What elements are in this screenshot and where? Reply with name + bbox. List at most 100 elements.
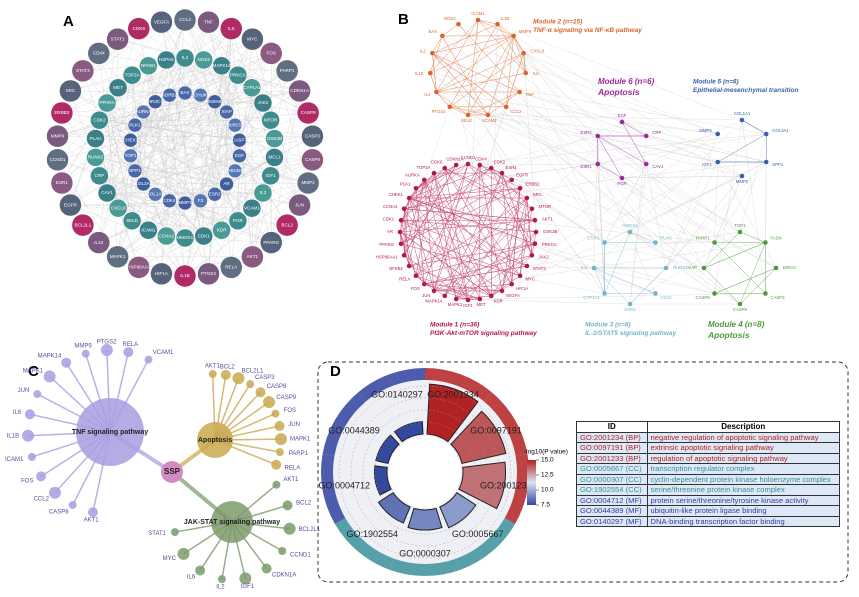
table-row: GO:0044389 (MF) ubiquitin-like protein li… <box>576 505 841 517</box>
edge <box>399 167 492 233</box>
node-label: XIAP <box>687 265 697 270</box>
edge <box>491 167 533 209</box>
edge <box>98 53 119 209</box>
node-label: HIF1A <box>155 271 169 276</box>
edge <box>432 23 498 54</box>
edge <box>714 119 743 294</box>
node-label: CCL2 <box>510 109 522 114</box>
leaf-node <box>195 565 206 576</box>
edge <box>513 35 605 243</box>
edge <box>444 168 469 301</box>
edge <box>479 293 766 300</box>
node-label: HSPA5 <box>159 57 174 62</box>
node-label: JAK2 <box>538 254 549 259</box>
leaf-node <box>100 344 113 357</box>
node <box>595 161 601 167</box>
leaf-node <box>177 547 190 560</box>
edge <box>430 72 715 294</box>
edge <box>99 125 236 176</box>
edge <box>57 75 238 137</box>
node-label: IL6 <box>228 26 235 31</box>
node <box>219 176 234 192</box>
hub-node <box>211 501 253 543</box>
edge <box>436 52 524 93</box>
leaf-label: IGF1 <box>241 584 255 590</box>
node-label: ESR1 <box>580 164 592 169</box>
edge <box>166 102 264 237</box>
node <box>523 70 529 76</box>
colorbar-tick-label: 15.0 <box>541 457 554 464</box>
edge <box>433 242 766 292</box>
leaf-node <box>43 370 56 383</box>
edge <box>449 24 498 107</box>
module-edges <box>717 119 767 163</box>
edge <box>717 133 767 163</box>
node-label: IL2 <box>581 265 588 270</box>
node <box>653 240 658 245</box>
edge <box>95 157 186 239</box>
edge <box>143 111 232 268</box>
node-label: MMP9 <box>51 133 65 138</box>
leaf-node <box>81 349 90 358</box>
edge <box>501 188 521 291</box>
leaf-node <box>87 507 98 518</box>
node <box>162 87 177 103</box>
node-label: MET <box>113 85 123 90</box>
node <box>150 262 173 286</box>
edge <box>409 265 492 297</box>
edge <box>665 133 718 269</box>
node <box>265 129 284 148</box>
node <box>242 78 262 98</box>
node <box>406 195 412 201</box>
edge <box>505 53 524 107</box>
node <box>488 293 494 299</box>
table-cell: GO:0044389 (MF) <box>576 505 648 517</box>
node <box>87 42 111 65</box>
node-label: CHEK1 <box>389 192 404 197</box>
module-edges <box>593 231 667 305</box>
leaf-label: RELA <box>285 465 301 471</box>
edge <box>399 231 492 297</box>
node <box>301 148 324 172</box>
node-label: CYP1A1 <box>583 295 600 300</box>
edge <box>491 231 537 297</box>
edge <box>403 164 457 256</box>
node <box>59 79 82 103</box>
edge <box>148 65 156 195</box>
node-label: SRC <box>66 88 76 93</box>
leaf-node <box>170 528 179 537</box>
leaf-label: CASP8 <box>49 510 69 516</box>
node-label: BIRC5 <box>228 122 242 127</box>
node-label: KDR <box>494 299 503 304</box>
node <box>288 79 311 103</box>
node-label: BCL2 <box>281 222 293 227</box>
edge <box>593 135 598 269</box>
edge <box>432 53 741 305</box>
edge <box>430 72 777 269</box>
node <box>453 296 459 302</box>
leaf-label: CASP3 <box>255 375 275 381</box>
node <box>108 78 128 98</box>
leaf-label: FOS <box>284 408 296 414</box>
node <box>71 213 95 237</box>
edge <box>132 220 186 239</box>
bar <box>458 461 506 510</box>
table-cell: GO:0004712 (MF) <box>576 494 648 506</box>
edge <box>511 188 521 285</box>
node-label: CASP7 <box>232 137 248 142</box>
node-label: PPARG <box>379 242 394 247</box>
node-label: CCND1 <box>461 155 476 160</box>
node <box>475 17 481 23</box>
node <box>591 265 597 271</box>
edge <box>604 161 767 243</box>
node <box>301 124 324 148</box>
node <box>739 117 745 123</box>
node-label: HSP90AA1 <box>376 254 398 259</box>
table-row: GO:2001234 (BP) negative regulation of ap… <box>576 431 841 443</box>
hub-label: JAK-STAT signaling pathway <box>184 519 280 526</box>
edge <box>468 114 743 121</box>
node-label: F3 <box>198 198 204 203</box>
node <box>421 177 427 183</box>
leaf-label: VCAM1 <box>153 350 174 356</box>
node <box>207 94 222 109</box>
